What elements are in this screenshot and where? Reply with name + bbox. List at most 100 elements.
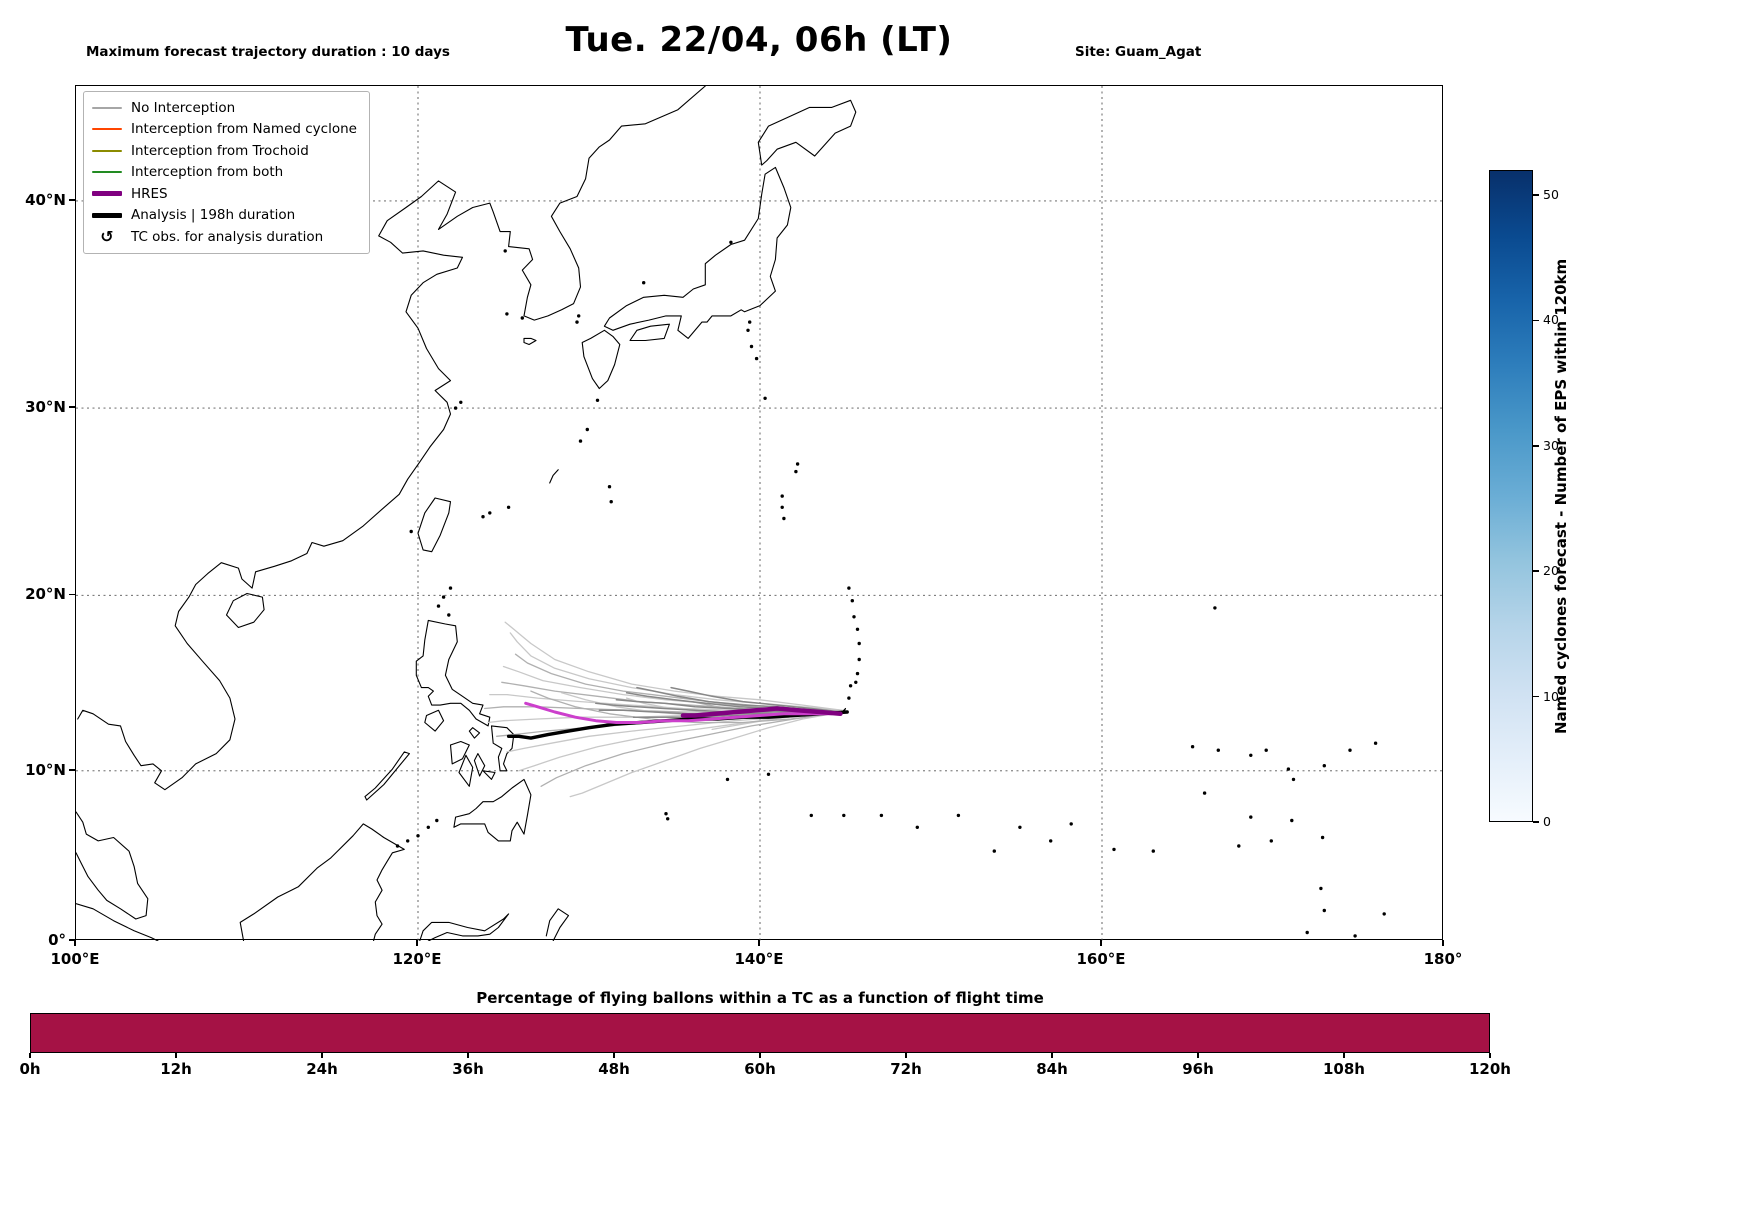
legend-item: Interception from both (92, 162, 357, 184)
legend-color-line (92, 191, 122, 197)
island-dot (459, 400, 463, 404)
island-dot (1213, 606, 1217, 610)
trajectory-hres (680, 706, 843, 718)
time-axis-tick-label: 96h (1182, 1060, 1214, 1078)
trajectory-no-intercept-dark-1 (670, 686, 843, 713)
island-dot (1286, 767, 1291, 771)
island-dot (855, 671, 860, 676)
island-dot (1322, 908, 1327, 913)
island-dot (520, 316, 524, 320)
island-dot (1322, 764, 1327, 768)
coastline (458, 754, 474, 787)
time-axis-tick-label: 108h (1323, 1060, 1365, 1078)
percentage-bar-segment (176, 1014, 325, 1052)
colorbar-tick (1533, 695, 1539, 698)
island-dot (503, 249, 507, 253)
x-axis-tick-label: 180° (1423, 950, 1463, 968)
coastline (77, 86, 706, 791)
island-dot (505, 312, 509, 316)
time-axis-tick (29, 1053, 31, 1058)
time-axis-tick (905, 1053, 907, 1058)
island-dot (1069, 822, 1073, 826)
legend-label: TC obs. for analysis duration (131, 228, 324, 245)
legend-color-line (92, 171, 122, 174)
island-dot (426, 825, 430, 829)
island-dot (1216, 748, 1221, 752)
legend-item: Interception from Named cyclone (92, 119, 357, 141)
island-dot (850, 599, 854, 603)
time-axis-tick-label: 24h (306, 1060, 338, 1078)
legend-line-sample (92, 171, 122, 174)
map-panel: No Interception Interception from Named c… (75, 85, 1444, 941)
island-dot (642, 281, 646, 285)
island-dot (857, 657, 861, 662)
x-axis-tick (1100, 940, 1102, 946)
island-dot (585, 427, 589, 432)
island-dot (992, 849, 996, 853)
coastline (239, 823, 405, 941)
coastline (490, 725, 515, 772)
island-dot (848, 684, 853, 688)
figure-title: Tue. 22/04, 06h (LT) (565, 20, 953, 60)
legend-label: Interception from Named cyclone (131, 121, 357, 138)
x-axis-tick-label: 120°E (392, 950, 442, 968)
island-dot (725, 777, 730, 782)
island-dot (854, 680, 858, 684)
time-axis-tick (321, 1053, 323, 1058)
colorbar-gradient (1489, 170, 1533, 822)
island-dot (1049, 839, 1053, 843)
island-dot (956, 813, 961, 818)
legend-color-line (92, 212, 122, 218)
coastline (482, 770, 496, 780)
island-dot (578, 439, 583, 443)
bottom-chart-plot (30, 1013, 1490, 1053)
island-dot (666, 817, 670, 821)
island-dot (664, 812, 668, 816)
island-dot (1319, 886, 1323, 891)
trajectory-hres-west (524, 701, 834, 724)
legend-line-sample (92, 149, 122, 152)
percentage-bar-segment (1343, 1014, 1489, 1052)
colorbar-tick-label: 0 (1543, 814, 1551, 829)
time-axis-tick (1197, 1053, 1199, 1058)
island-dot (1291, 777, 1296, 782)
island-dot (481, 515, 485, 519)
island-dot (436, 604, 441, 608)
trajectory-no-intercept-4 (502, 665, 843, 713)
x-axis-tick (758, 940, 760, 946)
coastline (629, 323, 670, 342)
island-dot (879, 813, 884, 818)
island-dot (1373, 741, 1378, 745)
time-axis-tick (759, 1053, 761, 1058)
island-dot (766, 772, 771, 776)
island-dot (395, 844, 400, 848)
y-axis-tick-label: 30°N (25, 398, 66, 417)
coastline (603, 166, 792, 339)
island-dot (749, 344, 754, 349)
x-axis-tick-label: 160°E (1076, 950, 1126, 968)
island-dot (1249, 815, 1253, 819)
percentage-bar-segment (905, 1014, 1054, 1052)
island-dot (1018, 825, 1022, 829)
coastline (415, 619, 491, 727)
percentage-bar-segment (322, 1014, 471, 1052)
coastline (473, 753, 486, 777)
legend-item: ↺ TC obs. for analysis duration (92, 226, 357, 248)
colorbar-tick (1533, 821, 1539, 823)
percentage-bar-segment (614, 1014, 763, 1052)
island-dot (729, 240, 733, 244)
island-dot (607, 485, 612, 489)
island-dot (780, 494, 784, 498)
coastline (581, 329, 621, 390)
y-axis-tick-label: 20°N (25, 585, 66, 604)
island-dot (577, 314, 581, 318)
colorbar-tick (1533, 194, 1539, 196)
colorbar-label: Named cyclones forecast - Number of EPS … (1552, 258, 1570, 734)
island-dot (595, 398, 600, 402)
trajectory-no-intercept-12 (540, 711, 843, 787)
tc-obs-symbol: ↺ (100, 227, 114, 247)
map-legend: No Interception Interception from Named c… (83, 91, 370, 254)
time-axis-tick (175, 1053, 177, 1058)
colorbar-tick-label: 10 (1543, 688, 1559, 704)
